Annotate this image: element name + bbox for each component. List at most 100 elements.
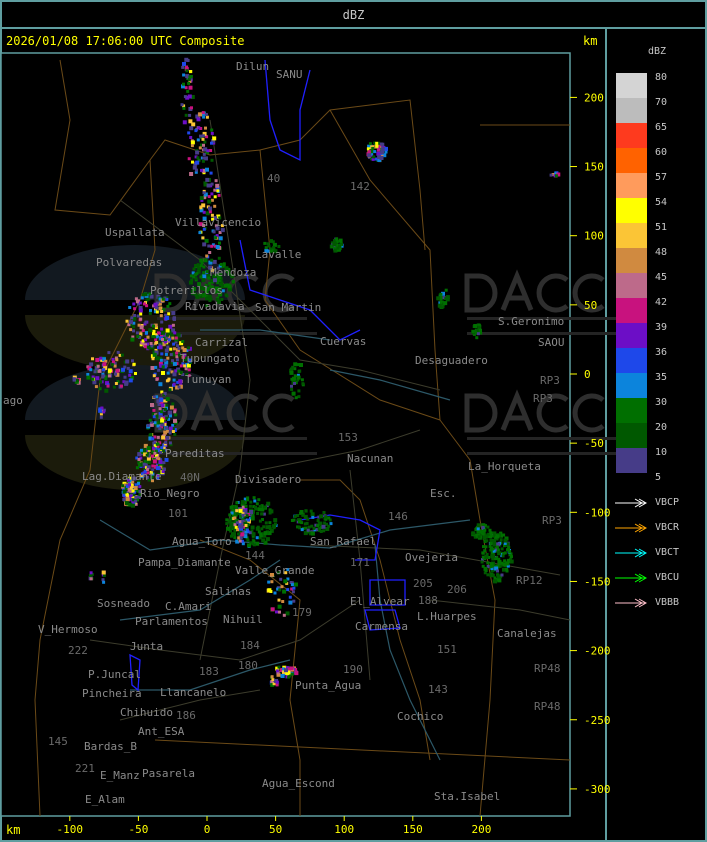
radar-echo	[292, 586, 296, 590]
radar-echo	[114, 382, 118, 385]
radar-echo	[209, 149, 213, 152]
radar-echo	[159, 363, 164, 368]
radar-echo	[243, 527, 248, 532]
radar-echo	[169, 347, 173, 351]
radar-echo	[162, 399, 166, 403]
radar-echo	[249, 500, 253, 504]
radar-echo	[549, 173, 553, 177]
radar-echo	[210, 158, 214, 162]
radar-echo	[161, 342, 166, 347]
radar-echo	[202, 224, 206, 227]
radar-echo	[129, 376, 134, 380]
watermark-logo	[25, 435, 245, 490]
radar-echo	[132, 321, 136, 325]
radar-echo	[104, 388, 109, 393]
radar-echo	[194, 294, 198, 298]
radar-echo	[300, 521, 304, 525]
radar-echo	[134, 372, 137, 375]
radar-echo	[476, 533, 480, 537]
radar-echo	[444, 288, 448, 292]
radar-echo	[491, 553, 496, 558]
radar-echo	[172, 378, 176, 382]
radar-echo	[140, 472, 144, 476]
radar-echo	[484, 524, 487, 528]
radar-echo	[251, 542, 255, 546]
route-label: 151	[437, 643, 457, 656]
radar-echo	[246, 496, 250, 500]
radar-echo	[198, 112, 203, 117]
radar-echo	[204, 126, 207, 130]
radar-echo	[145, 304, 149, 308]
radar-echo	[279, 668, 284, 672]
radar-echo	[148, 328, 153, 333]
radar-echo	[139, 343, 143, 347]
radar-echo	[188, 280, 193, 285]
radar-echo	[270, 607, 275, 612]
radar-echo	[171, 402, 175, 406]
radar-echo	[231, 512, 236, 517]
radar-echo	[171, 328, 175, 333]
radar-echo	[482, 545, 485, 549]
radar-echo	[280, 674, 285, 678]
radar-label: VBCU	[655, 572, 680, 583]
radar-echo	[299, 363, 303, 367]
radar-echo	[207, 199, 212, 204]
radar-echo	[143, 464, 147, 468]
radar-echo	[166, 429, 170, 433]
route-label: RP12	[516, 574, 543, 587]
radar-echo	[165, 328, 170, 333]
radar-echo	[155, 306, 159, 310]
x-tick-label: -100	[57, 823, 84, 836]
place-label: Salinas	[205, 585, 251, 598]
route-label: 184	[240, 639, 260, 652]
radar-echo	[299, 510, 304, 514]
radar-echo	[261, 518, 264, 521]
radar-echo	[258, 519, 262, 523]
radar-echo	[484, 534, 489, 539]
radar-echo	[169, 405, 174, 410]
radar-echo	[268, 527, 272, 531]
radar-echo	[234, 525, 238, 529]
place-label: Divisadero	[235, 473, 301, 486]
radar-echo	[217, 299, 221, 304]
radar-echo	[304, 509, 308, 513]
radar-echo	[224, 266, 229, 271]
radar-echo	[178, 379, 183, 384]
watermark-tagline	[157, 437, 307, 440]
radar-echo	[199, 294, 204, 299]
radar-echo	[177, 385, 181, 389]
radar-echo	[367, 153, 372, 158]
radar-echo	[164, 426, 168, 430]
radar-echo	[130, 337, 135, 342]
radar-echo	[200, 168, 203, 172]
radar-echo	[151, 468, 155, 472]
radar-echo	[200, 261, 204, 265]
radar-echo	[367, 150, 371, 154]
radar-echo	[255, 536, 259, 540]
place-label: Rio_Negro	[140, 487, 200, 500]
radar-echo	[198, 146, 202, 150]
place-label: Ovejeria	[405, 551, 458, 564]
radar-echo	[261, 538, 266, 543]
radar-echo	[201, 111, 205, 115]
radar-echo	[152, 415, 156, 419]
radar-echo	[139, 317, 143, 321]
radar-echo	[238, 520, 242, 524]
radar-echo	[157, 403, 161, 406]
road-line	[89, 599, 361, 661]
radar-echo	[164, 441, 168, 444]
watermark-tagline-bars	[157, 437, 317, 455]
radar-echo	[507, 547, 510, 551]
place-label: Bardas_B	[84, 740, 137, 753]
place-label: C.Amari	[165, 600, 211, 613]
boundary-line	[329, 109, 496, 817]
radar-echo	[336, 246, 340, 250]
radar-echo	[266, 249, 270, 253]
radar-echo	[477, 323, 481, 327]
radar-echo	[129, 488, 134, 493]
radar-echo	[267, 580, 271, 584]
radar-echo	[190, 95, 195, 99]
radar-echo	[321, 524, 326, 529]
radar-echo	[256, 512, 260, 515]
